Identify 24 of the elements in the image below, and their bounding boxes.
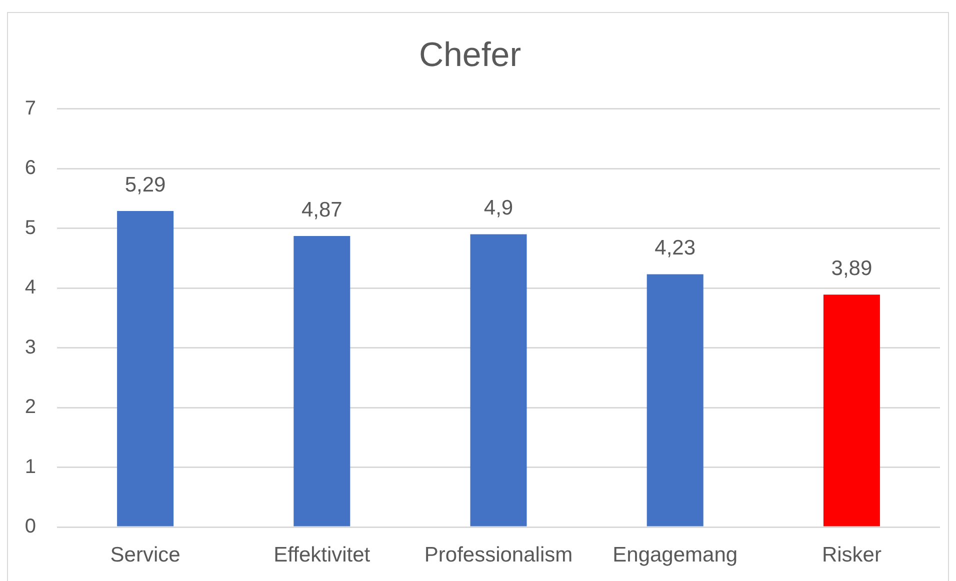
data-label: 4,87 [301,198,342,222]
y-tick-label: 6 [24,157,36,180]
chart-title: Chefer [418,36,522,74]
x-tick-label: Risker [822,543,882,566]
y-tick-label: 2 [24,396,36,418]
x-tick-label: Service [110,543,180,566]
data-label: 3,89 [831,256,872,280]
bar [294,236,350,526]
bar [646,274,704,526]
data-label: 4,23 [654,236,696,260]
y-tick-label: 7 [24,97,36,120]
data-label: 5,29 [124,173,166,196]
y-tick-label: 0 [24,516,36,538]
x-tick-label: Effektivitet [274,543,370,566]
bar [117,210,174,526]
bar [470,234,527,526]
y-tick-label: 5 [24,216,36,239]
y-tick-label: 1 [24,456,36,478]
x-tick-label: Engagemang [612,543,738,566]
x-tick-label: Professionalism [424,543,573,566]
bar [823,294,880,526]
data-label: 4,9 [484,196,514,220]
y-tick-label: 4 [24,276,36,299]
y-tick-label: 3 [24,336,36,358]
